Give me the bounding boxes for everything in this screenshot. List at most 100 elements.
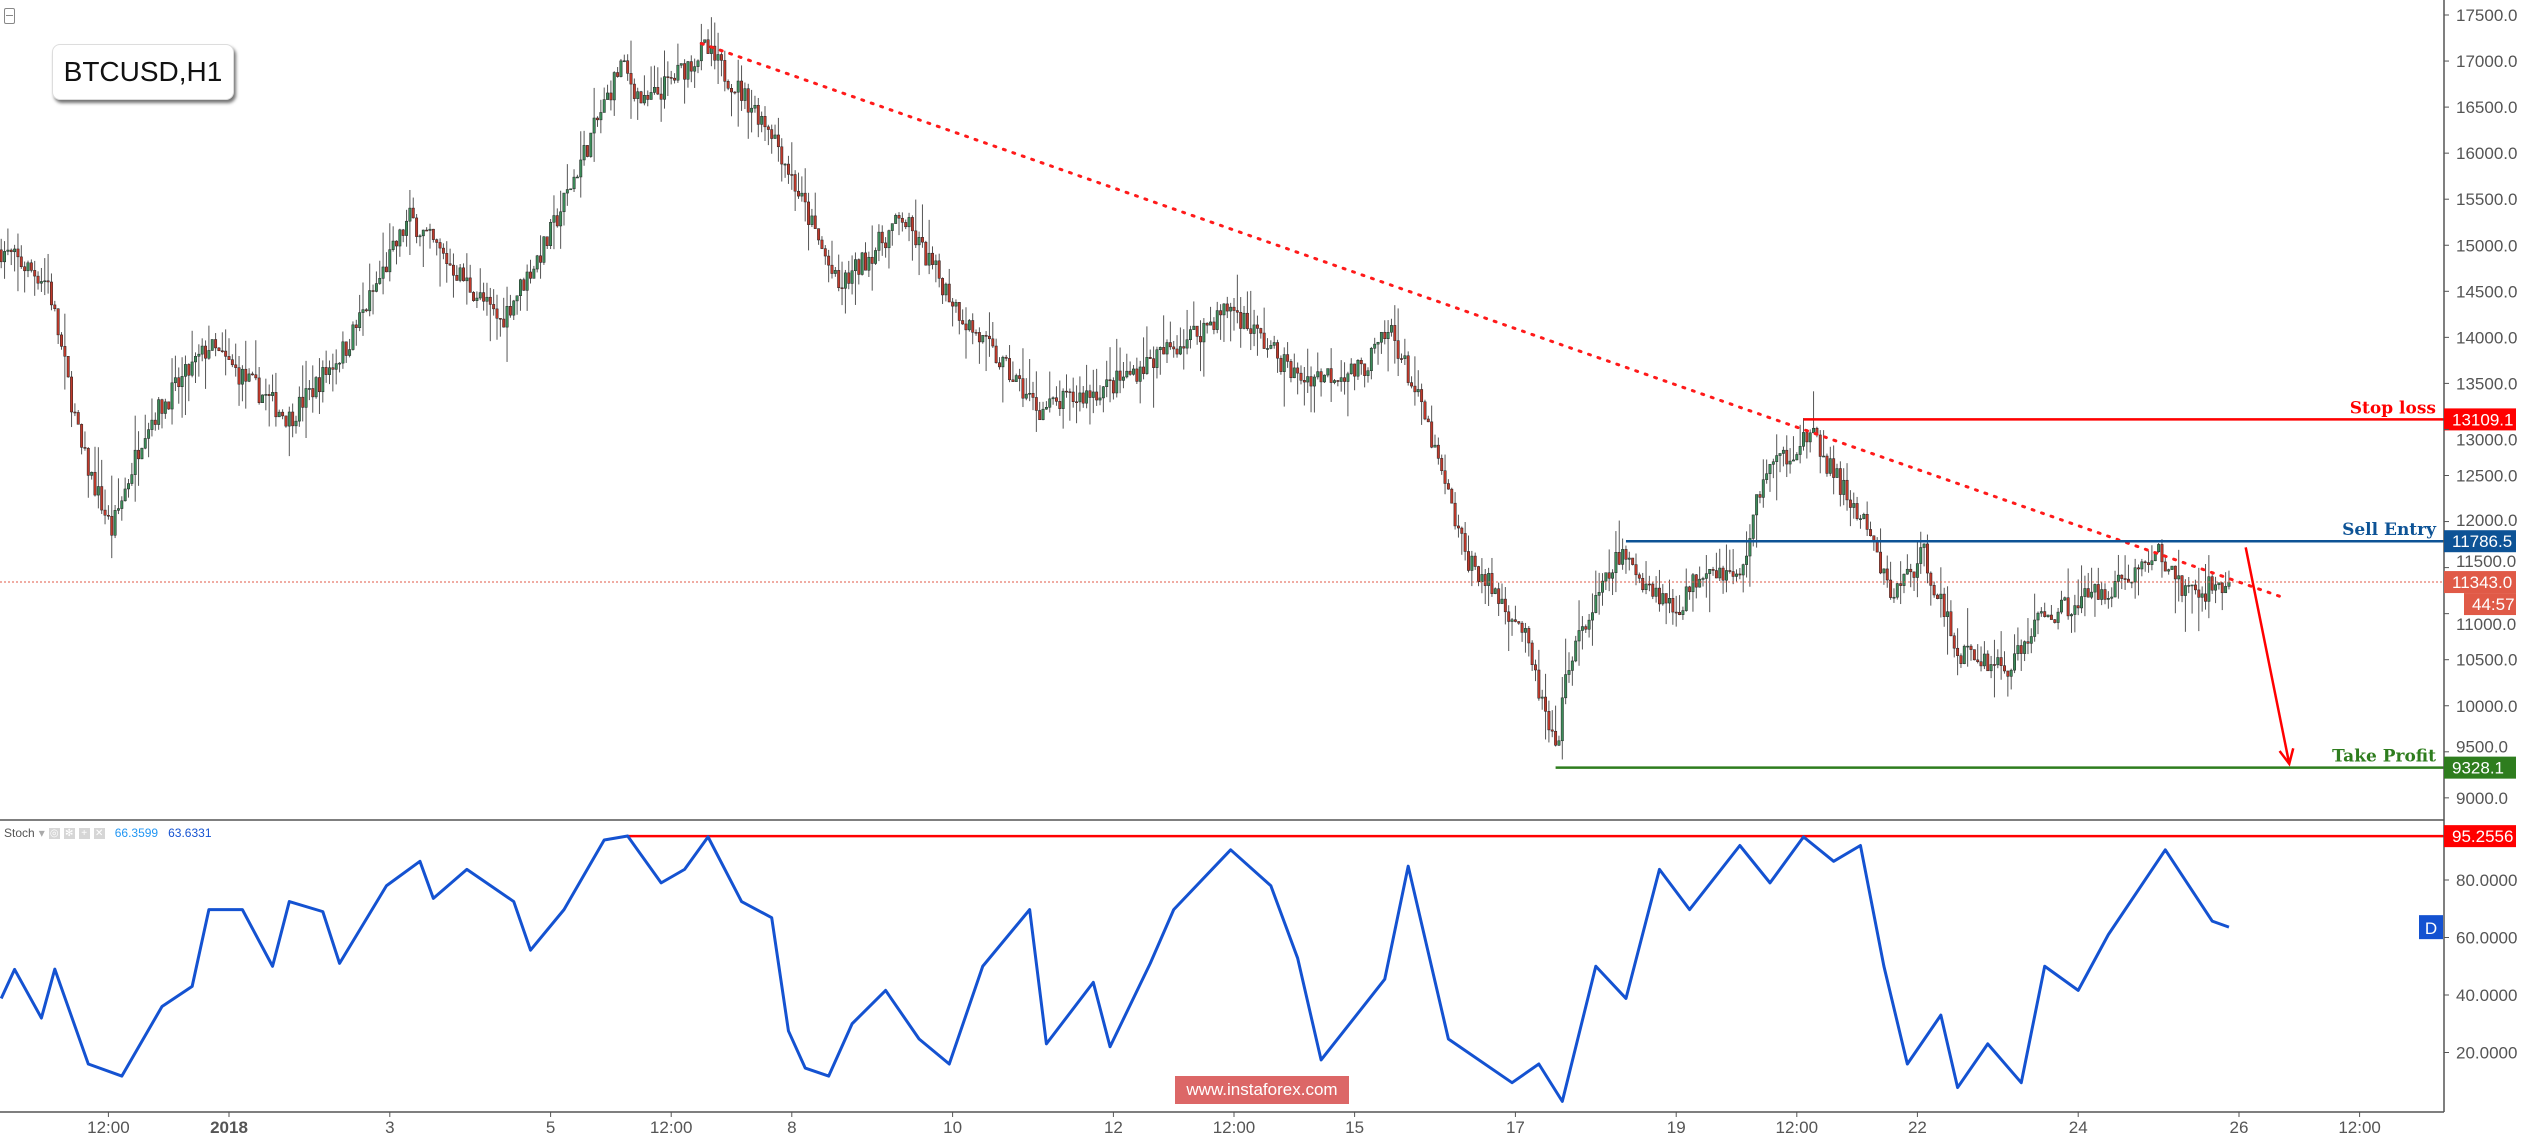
candle bbox=[2190, 584, 2194, 587]
candle bbox=[579, 159, 583, 178]
candle bbox=[1580, 626, 1584, 631]
candle bbox=[153, 419, 157, 425]
candle bbox=[247, 373, 251, 382]
candle bbox=[2090, 591, 2094, 598]
candle bbox=[1339, 377, 1343, 382]
candle bbox=[2106, 598, 2110, 600]
candle bbox=[1379, 331, 1383, 343]
candle bbox=[411, 207, 415, 219]
candle bbox=[914, 230, 918, 246]
candle bbox=[120, 500, 124, 509]
candle bbox=[854, 259, 857, 272]
candle bbox=[1604, 572, 1608, 582]
candle bbox=[807, 201, 810, 225]
stoch-name[interactable]: Stoch bbox=[4, 826, 35, 840]
candle bbox=[1031, 392, 1035, 398]
candle bbox=[1369, 348, 1373, 371]
arrow-head-icon bbox=[2278, 747, 2295, 767]
candle bbox=[646, 95, 650, 100]
candle bbox=[485, 296, 489, 302]
candle bbox=[488, 296, 492, 305]
candle bbox=[1111, 380, 1115, 394]
chevron-down-icon[interactable]: ▾ bbox=[38, 826, 45, 840]
candle bbox=[1634, 564, 1638, 576]
sell-entry-tag: 11786.5 bbox=[2452, 532, 2512, 551]
candle bbox=[636, 91, 640, 99]
candle bbox=[2194, 584, 2197, 591]
gear-icon[interactable]: ✻ bbox=[63, 827, 75, 839]
candle bbox=[1842, 479, 1846, 495]
candle bbox=[1835, 468, 1839, 478]
candle bbox=[776, 134, 780, 148]
candle bbox=[1738, 573, 1742, 576]
candle bbox=[937, 260, 941, 279]
candle bbox=[1058, 401, 1062, 409]
candle bbox=[787, 163, 790, 175]
candle bbox=[1564, 674, 1568, 699]
time-tick-label: 15 bbox=[1345, 1118, 1364, 1135]
candle bbox=[217, 347, 221, 352]
eye-icon[interactable]: ◎ bbox=[48, 827, 60, 839]
candle bbox=[2204, 593, 2207, 602]
candle bbox=[1644, 583, 1648, 591]
plus-icon[interactable]: + bbox=[78, 827, 90, 839]
candle bbox=[2033, 619, 2037, 637]
candle bbox=[1299, 372, 1303, 381]
candle bbox=[502, 318, 506, 328]
candle bbox=[1855, 503, 1859, 519]
candle bbox=[941, 278, 944, 296]
candle bbox=[328, 367, 331, 375]
candle bbox=[800, 192, 804, 197]
candle bbox=[1259, 328, 1263, 334]
take-profit-label: Take Profit bbox=[2332, 747, 2436, 767]
countdown-tag: 44:57 bbox=[2472, 595, 2515, 614]
candle bbox=[850, 270, 854, 284]
candle bbox=[2043, 611, 2047, 617]
candle bbox=[666, 76, 670, 78]
candle bbox=[2070, 614, 2073, 617]
candle bbox=[1557, 740, 1561, 746]
candle bbox=[706, 39, 710, 54]
sell-entry-label: Sell Entry bbox=[2342, 520, 2437, 540]
candle bbox=[1976, 659, 1980, 662]
candle bbox=[1222, 303, 1226, 316]
candle bbox=[33, 270, 37, 277]
candle bbox=[234, 364, 238, 368]
candle bbox=[823, 248, 827, 257]
time-tick-label: 8 bbox=[787, 1118, 796, 1135]
candle bbox=[240, 368, 244, 385]
candle bbox=[1343, 377, 1346, 382]
close-icon[interactable]: ✕ bbox=[93, 827, 105, 839]
time-tick-label: 17 bbox=[1506, 1118, 1525, 1135]
stoch-d-value: 63.6331 bbox=[168, 826, 212, 840]
candle bbox=[1869, 529, 1872, 537]
collapse-icon[interactable] bbox=[4, 8, 15, 24]
candle bbox=[133, 449, 137, 475]
time-tick-label: 2018 bbox=[210, 1118, 248, 1135]
candle bbox=[23, 266, 27, 272]
candle bbox=[1601, 580, 1604, 593]
candle bbox=[1390, 325, 1393, 333]
candle bbox=[793, 174, 797, 192]
time-tick-label: 22 bbox=[1908, 1118, 1927, 1135]
candle bbox=[16, 248, 20, 258]
candle bbox=[2116, 574, 2120, 582]
candle bbox=[475, 297, 479, 301]
candle bbox=[63, 346, 67, 357]
candle bbox=[83, 447, 87, 449]
candle bbox=[609, 92, 613, 101]
candle bbox=[1199, 336, 1202, 343]
candle bbox=[13, 248, 17, 253]
candle bbox=[445, 253, 449, 265]
candle bbox=[880, 231, 884, 244]
candle bbox=[1979, 661, 1983, 667]
candle bbox=[1239, 311, 1243, 329]
candle bbox=[592, 117, 596, 134]
candle bbox=[455, 275, 459, 281]
candle bbox=[545, 236, 549, 246]
candle bbox=[1048, 398, 1052, 408]
candle bbox=[740, 80, 743, 101]
candle bbox=[1624, 549, 1628, 560]
candle bbox=[1158, 347, 1162, 351]
